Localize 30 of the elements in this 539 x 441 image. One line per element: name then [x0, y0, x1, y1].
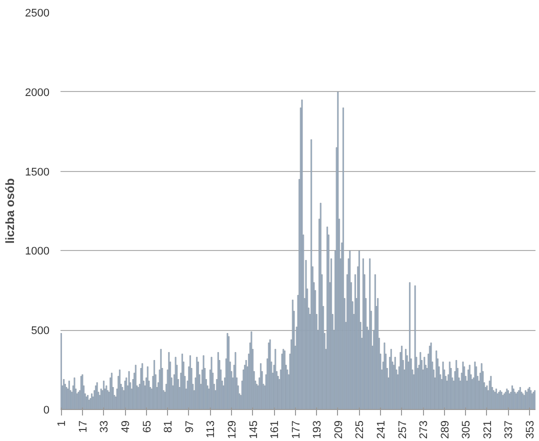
x-tick-label: 225 — [354, 420, 366, 439]
x-tick-label: 337 — [503, 420, 516, 439]
x-tick-label: 129 — [226, 420, 238, 439]
x-tick-label: 305 — [460, 420, 473, 439]
x-tick-label: 289 — [439, 420, 452, 439]
x-tick-label: 257 — [396, 420, 409, 439]
x-tick-label: 177 — [290, 420, 302, 439]
x-tick-label: 33 — [98, 420, 111, 433]
x-tick-label: 353 — [524, 420, 537, 439]
x-tick-label: 65 — [141, 420, 154, 433]
x-tick-label: 113 — [205, 420, 218, 438]
x-tick-label: 161 — [269, 420, 282, 439]
x-tick-label: 49 — [120, 420, 132, 433]
x-tick-label: 145 — [248, 420, 260, 439]
x-tick-label: 81 — [162, 420, 175, 433]
y-axis-title: liczba osób — [3, 178, 18, 244]
x-tick-label: 321 — [482, 420, 494, 439]
x-tick-label: 273 — [418, 420, 430, 439]
y-tick-label: 0 — [43, 404, 50, 416]
y-tick-label: 1000 — [25, 246, 50, 258]
x-tick-label: 97 — [184, 420, 196, 433]
x-tick-label: 241 — [375, 420, 388, 439]
y-tick-label: 1500 — [25, 166, 50, 178]
x-tick-label: 209 — [332, 420, 345, 439]
y-tick-label: 2500 — [25, 8, 50, 20]
y-tick-label: 2000 — [25, 86, 50, 99]
x-tick-label: 193 — [312, 420, 324, 439]
y-tick-label: 500 — [31, 325, 50, 338]
x-tick-label: 1 — [56, 420, 68, 427]
x-tick-label: 17 — [77, 420, 90, 433]
